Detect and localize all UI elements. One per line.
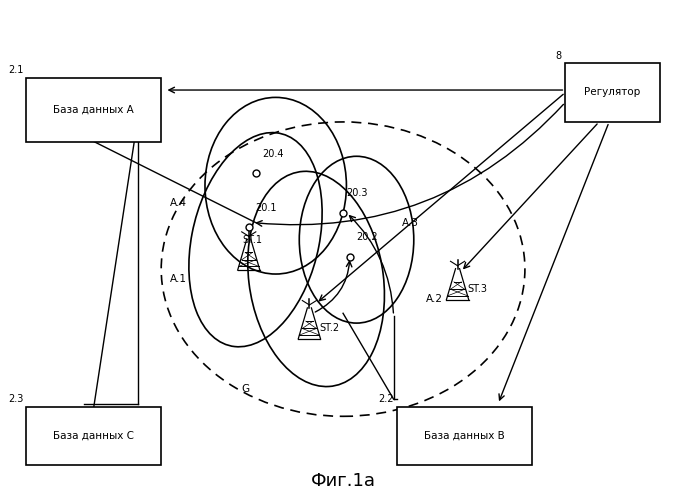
Bar [566, 63, 659, 122]
Text: ST.1: ST.1 [242, 235, 262, 245]
Text: База данных С: База данных С [53, 431, 134, 441]
Text: Фиг.1a: Фиг.1a [311, 472, 376, 490]
Text: База данных А: База данных А [53, 105, 134, 115]
Text: 20.4: 20.4 [262, 149, 284, 159]
Text: ST.2: ST.2 [319, 323, 340, 333]
Text: ST.3: ST.3 [468, 284, 488, 294]
Text: 20.1: 20.1 [256, 203, 277, 213]
Text: Регулятор: Регулятор [584, 87, 641, 97]
Bar [27, 78, 161, 142]
Text: 2.3: 2.3 [8, 394, 23, 404]
Bar [27, 407, 161, 466]
Text: База данных В: База данных В [424, 431, 505, 441]
Text: 20.2: 20.2 [356, 232, 378, 242]
Text: 2.1: 2.1 [8, 65, 23, 75]
Text: A.4: A.4 [170, 198, 187, 208]
Text: G: G [241, 384, 250, 394]
Text: A.2: A.2 [425, 293, 443, 303]
Text: 8: 8 [556, 50, 562, 60]
Text: 2.2: 2.2 [378, 394, 393, 404]
Bar [397, 407, 531, 466]
Text: 20.3: 20.3 [346, 188, 368, 198]
Text: A.1: A.1 [170, 274, 187, 284]
Text: A.3: A.3 [402, 218, 419, 228]
